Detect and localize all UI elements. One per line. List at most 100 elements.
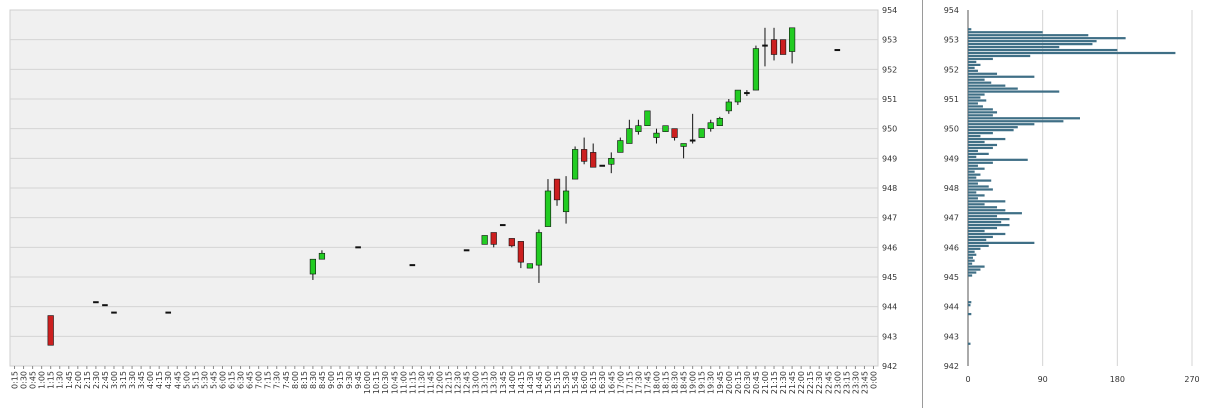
candle-body [770, 39, 778, 55]
time-tick-label: 17:00 [616, 371, 625, 394]
panel-divider [922, 0, 923, 408]
time-tick-label: 12:45 [463, 371, 472, 394]
time-tick-label: 22:30 [815, 371, 824, 394]
time-tick-label: 1:00 [38, 371, 47, 389]
time-tick-label: 2:45 [101, 371, 110, 389]
volume-bars [968, 28, 1176, 345]
candle-body [734, 89, 741, 103]
volume-axis: 0 90 180 270 [965, 375, 1199, 384]
time-tick-label: 5:30 [200, 371, 209, 389]
time-tick-label: 23:15 [842, 371, 851, 394]
time-tick-label: 20:15 [734, 371, 743, 394]
time-tick-label: 14:45 [535, 371, 544, 394]
candle-body [662, 125, 669, 132]
volume-bar [968, 212, 1022, 215]
candle-body [517, 241, 524, 263]
candle [617, 137, 624, 153]
candle [490, 232, 497, 248]
time-tick-label: 19:45 [716, 371, 725, 394]
candle-body [590, 152, 597, 168]
time-tick-label: 19:30 [707, 371, 716, 394]
candle-body [544, 190, 552, 227]
price-axis: 942 943 944 945 946 947 948 949 950 951 952 953 954 [882, 6, 897, 371]
volume-bar [968, 117, 1080, 120]
volume-bar [968, 78, 985, 81]
time-tick-label: 13:00 [472, 371, 481, 394]
volume-bar [968, 250, 975, 253]
candle-body [490, 232, 497, 245]
time-tick-label: 15:15 [553, 371, 562, 394]
candle [355, 246, 361, 249]
candle-body [671, 128, 678, 138]
volume-bar [968, 93, 985, 96]
volume-bar [968, 197, 978, 200]
candle [744, 90, 750, 97]
candle-body [463, 249, 470, 252]
time-tick-label: 3:15 [119, 371, 128, 389]
volume-bar [968, 218, 1010, 221]
time-tick-label: 7:30 [273, 371, 282, 389]
volume-bar [968, 161, 993, 164]
candle-body [508, 238, 515, 247]
time-tick-label: 22:00 [797, 371, 806, 394]
volume-bar [968, 51, 1176, 55]
volume-bar [968, 123, 1035, 126]
volume-bar [968, 274, 973, 277]
time-tick-label: 0:00 [869, 371, 878, 389]
time-tick-label: 11:15 [408, 371, 417, 394]
candle-body [762, 44, 768, 47]
volume-bar [968, 182, 978, 185]
time-tick-label: 2:30 [92, 371, 101, 389]
candle [508, 238, 515, 248]
candle-body [752, 48, 760, 91]
time-tick-label: 10:15 [372, 371, 381, 394]
time-tick-label: 9:45 [354, 371, 363, 389]
time-tick-label: 16:00 [580, 371, 589, 394]
volume-bar [968, 69, 978, 72]
volume-bar [968, 108, 993, 111]
candles [47, 27, 841, 346]
candle-body [93, 301, 99, 304]
volume-bar [968, 209, 1006, 212]
candle-body [635, 125, 642, 132]
price-tick-label: 947 [882, 214, 897, 223]
volume-bar [968, 229, 985, 233]
volume-bar [968, 87, 1018, 90]
candle-body [165, 311, 172, 314]
volume-bar [968, 232, 1006, 236]
time-tick-label: 8:00 [291, 371, 300, 389]
volume-bar [968, 304, 971, 307]
time-tick-label: 6:30 [237, 371, 246, 389]
candle [481, 235, 488, 245]
price-tick-label: 952 [882, 65, 897, 74]
time-axis: 0:15 0:30 0:45 1:00 1:15 1:30 1:45 2:00 2:15 2:30… [11, 366, 878, 394]
time-tick-label: 10:00 [363, 371, 372, 394]
candle-body [47, 315, 54, 346]
candlestick-chart: 942943944945946947948949950951952953954 … [9, 6, 897, 394]
volume-bar [968, 301, 972, 304]
candle-body [653, 132, 660, 138]
candle [47, 315, 54, 346]
candle [716, 116, 723, 126]
time-tick-label: 1:30 [56, 371, 65, 389]
time-tick-label: 1:15 [47, 371, 56, 389]
time-tick-label: 21:15 [770, 371, 779, 394]
volume-bar [968, 72, 998, 75]
time-tick-label: 1:45 [65, 371, 74, 389]
volume-bar [968, 134, 981, 138]
time-tick-label: 10:45 [390, 371, 399, 394]
candle-body [535, 232, 543, 266]
time-tick-label: 18:00 [652, 371, 661, 394]
volume-bar [968, 253, 977, 256]
candle-body [716, 117, 723, 126]
time-tick-label: 0:45 [29, 371, 38, 389]
volume-bar [968, 155, 977, 158]
candle [752, 45, 760, 91]
volume-bar [968, 206, 998, 209]
volume-price-tick-label: 953 [944, 36, 959, 45]
volume-bar [968, 176, 977, 179]
volume-bar [968, 265, 985, 268]
volume-bar [968, 28, 972, 31]
candle-body [309, 258, 316, 275]
price-tick-label: 948 [882, 184, 897, 193]
